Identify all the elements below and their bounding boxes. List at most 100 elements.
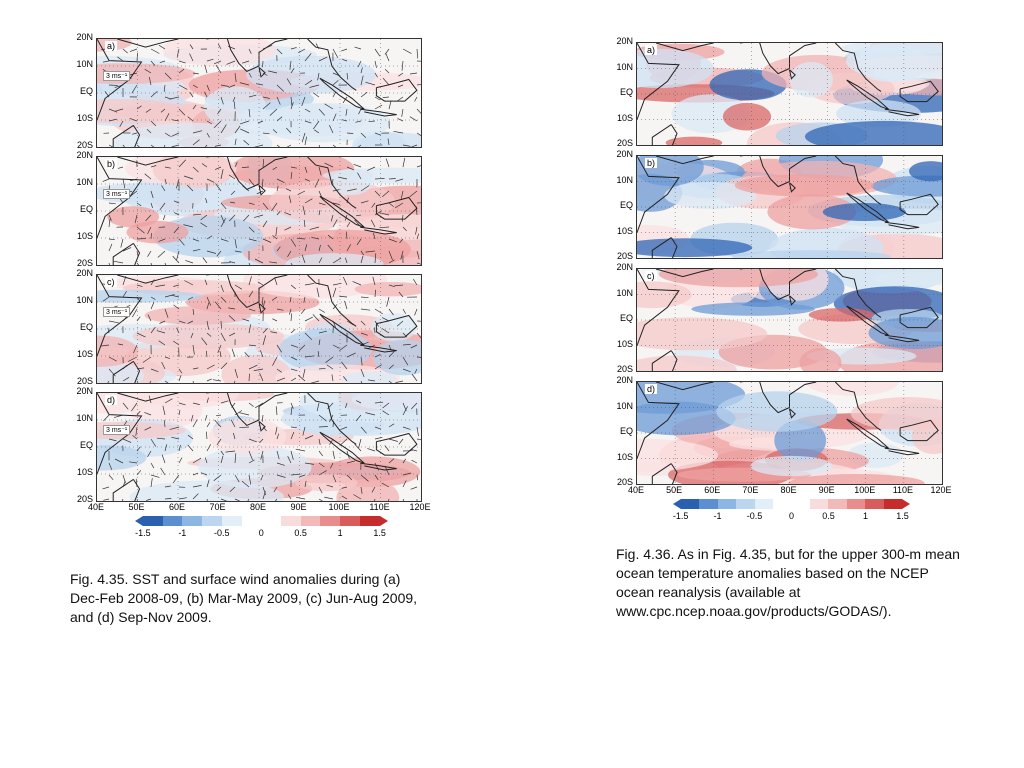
y-tick-label: 10N (616, 174, 633, 185)
y-tick-label: 20N (76, 386, 93, 396)
x-tick-label: 60E (704, 485, 721, 495)
y-tick-label: EQ (79, 322, 93, 332)
anomaly-map (97, 275, 421, 383)
y-tick-label: 10S (616, 338, 633, 349)
y-tick-label: 20N (76, 150, 93, 160)
y-tick-label: 20N (616, 149, 633, 159)
y-tick-label: 20S (616, 477, 633, 487)
colorbar-label: 1.5 (373, 528, 386, 538)
colorbar-label: -0.5 (214, 528, 230, 538)
y-tick-label: 10N (616, 61, 633, 72)
x-tick-label: 80E (249, 502, 266, 512)
colorbar-label: 1 (337, 528, 343, 538)
colorbar-swatch (182, 516, 203, 526)
panel-letter: a) (645, 45, 658, 55)
map-panel: b) (636, 155, 943, 259)
colorbar-swatch (754, 499, 774, 509)
colorbar-swatch (883, 499, 903, 509)
y-tick-label: 20N (616, 36, 633, 46)
panel-letter: b) (645, 158, 658, 168)
colorbar-swatch (828, 499, 847, 509)
colorbar-label: 0 (789, 511, 795, 521)
map-panel: c) (636, 268, 943, 372)
colorbar-swatch (809, 499, 829, 509)
colorbar-swatch (300, 516, 321, 526)
x-tick-label: 40E (627, 485, 644, 495)
x-tick-label: 70E (209, 502, 226, 512)
y-tick-label: 10S (616, 225, 633, 236)
y-tick-label: 20S (76, 258, 93, 268)
figure-caption-4-35: Fig. 4.35. SST and surface wind anomalie… (70, 571, 418, 625)
colorbar-swatch (846, 499, 866, 509)
colorbar-label: 0.5 (294, 528, 307, 538)
y-tick-label: EQ (79, 440, 93, 450)
y-tick-label: 10S (76, 113, 93, 123)
y-tick-label: 10S (616, 112, 633, 123)
colorbar-label: -0.5 (746, 511, 763, 521)
colorbar-swatch (359, 516, 380, 526)
y-tick-label: EQ (619, 200, 633, 210)
y-tick-label: 10N (616, 400, 633, 411)
y-tick-label: 10N (616, 287, 633, 298)
colorbar-swatch (241, 516, 262, 526)
x-tick-label: 40E (87, 502, 104, 512)
figure-caption-4-36: Fig. 4.36. As in Fig. 4.35, but for the … (616, 546, 960, 619)
y-tick-label: 20S (616, 251, 633, 261)
y-tick-label: EQ (619, 426, 633, 436)
colorbar-swatch (773, 499, 792, 509)
map-panel: d) 3 ms⁻¹ (96, 392, 422, 502)
x-tick-label: 120E (409, 502, 431, 512)
map-panel: a) 3 ms⁻¹ (96, 38, 422, 148)
anomaly-map (637, 382, 942, 484)
y-tick-label: 20N (76, 32, 93, 42)
reference-vector-label: 3 ms⁻¹ (103, 307, 131, 318)
anomaly-map (637, 156, 942, 258)
colorbar-label: -1.5 (135, 528, 151, 538)
colorbar-label: 1 (863, 511, 869, 521)
y-tick-label: 10N (76, 295, 93, 305)
colorbar-swatch (699, 499, 718, 509)
colorbar (672, 499, 911, 509)
x-tick-label: 100E (854, 485, 876, 495)
anomaly-map (637, 269, 942, 371)
x-tick-label: 70E (742, 485, 759, 495)
x-tick-label: 120E (930, 485, 952, 495)
y-tick-label: 10S (76, 231, 93, 241)
colorbar-label: -1 (178, 528, 187, 538)
panel-letter: c) (645, 271, 657, 281)
y-tick-label: EQ (619, 87, 633, 97)
colorbar-swatch (162, 516, 183, 526)
map-panel: c) 3 ms⁻¹ (96, 274, 422, 384)
sst-wind-figure: a) 3 ms⁻¹ b) 3 ms⁻¹ c) 3 ms⁻¹ d) 3 ms⁻¹ 20N 10N E… (68, 28, 438, 548)
panel-letter: c) (105, 277, 117, 287)
y-tick-label: EQ (619, 313, 633, 323)
colorbar (134, 516, 388, 526)
x-tick-label: 50E (666, 485, 683, 495)
x-tick-label: 110E (369, 502, 390, 512)
anomaly-map (97, 157, 421, 265)
map-panel: a) (636, 42, 943, 146)
colorbar-swatch (680, 499, 700, 509)
x-tick-label: 90E (818, 485, 835, 495)
y-tick-label: 20S (616, 138, 633, 148)
x-tick-label: 50E (128, 502, 145, 512)
y-tick-label: 10S (616, 451, 633, 462)
panel-letter: b) (105, 159, 118, 169)
y-tick-label: EQ (79, 204, 93, 214)
panel-letter: d) (645, 384, 658, 394)
reference-vector-label: 3 ms⁻¹ (103, 71, 131, 82)
colorbar-swatch (736, 499, 755, 509)
y-tick-label: 10S (76, 467, 93, 477)
colorbar-swatch (221, 516, 242, 526)
colorbar-swatch (261, 516, 282, 526)
colorbar-label: 1.5 (896, 511, 909, 521)
anomaly-map (97, 393, 421, 501)
x-tick-label: 80E (780, 485, 797, 495)
y-tick-label: 20S (76, 494, 93, 504)
y-tick-label: 20N (76, 268, 93, 278)
colorbar-swatch (281, 516, 301, 526)
panel-letter: a) (105, 41, 118, 51)
y-tick-label: 20S (76, 376, 93, 386)
colorbar-swatch (340, 516, 360, 526)
colorbar-swatch (865, 499, 884, 509)
